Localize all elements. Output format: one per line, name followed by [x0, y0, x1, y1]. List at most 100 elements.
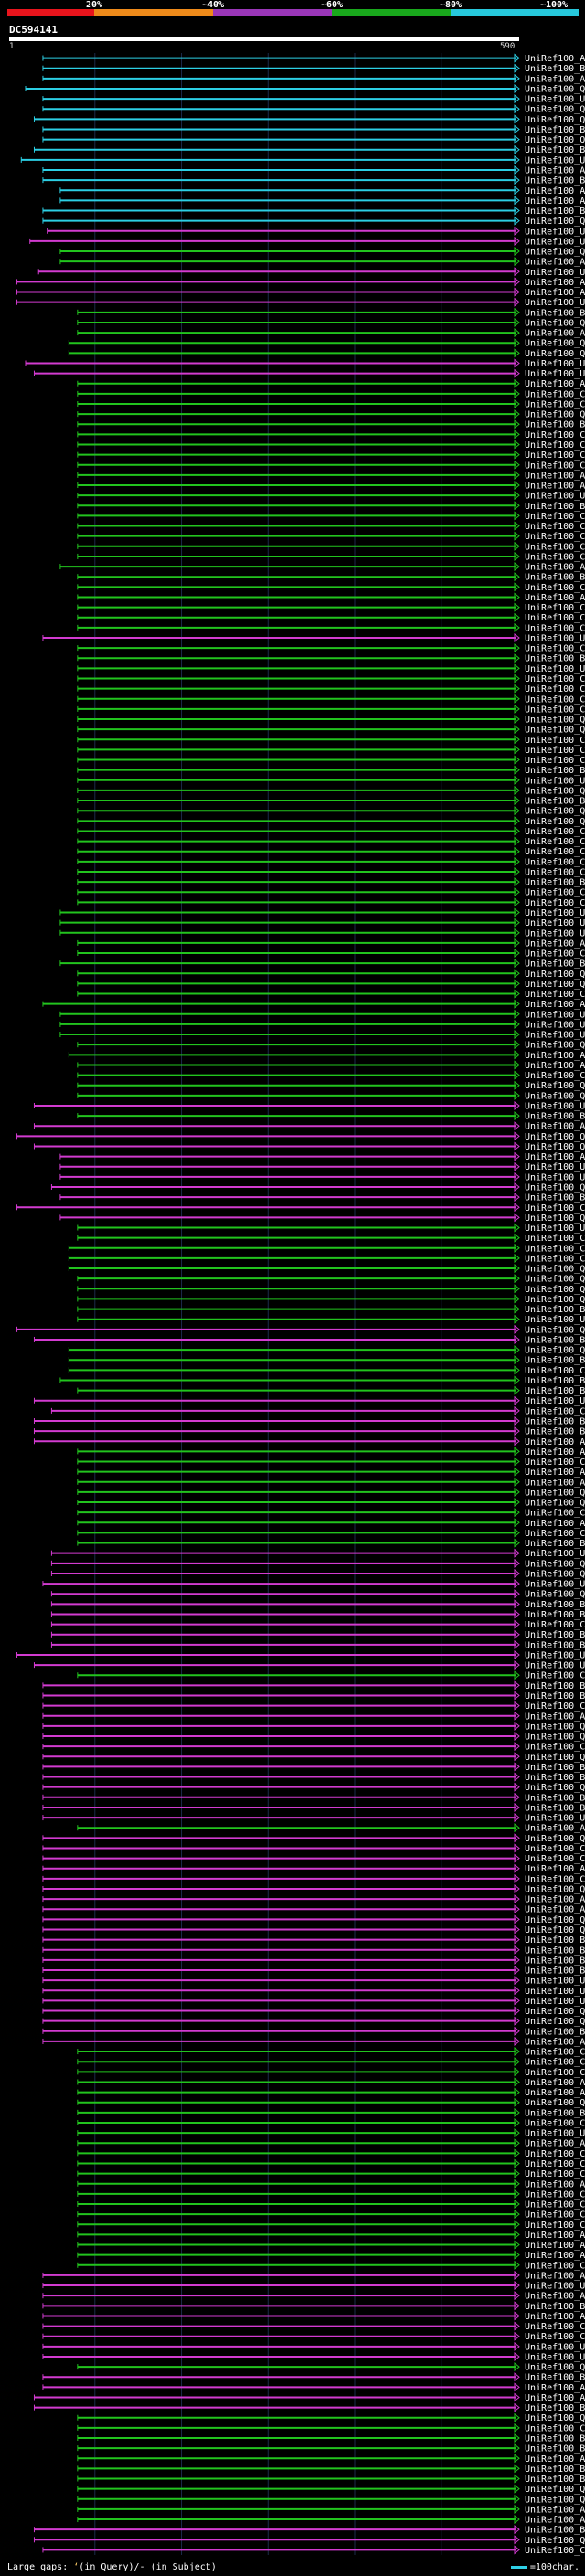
hit-row[interactable]: UniRef100_B7JNH7: [77, 796, 585, 807]
hit-label[interactable]: UniRef100_Q2N188: [525, 786, 585, 796]
hit-row[interactable]: UniRef100_C7JEY4: [77, 643, 585, 654]
hit-label[interactable]: UniRef100_Q81DR3: [525, 726, 585, 736]
hit-label[interactable]: UniRef100_Q13405: [525, 1295, 585, 1305]
hit-label[interactable]: UniRef100_B9TBM0: [525, 959, 585, 970]
hit-row[interactable]: UniRef100_A6T3F4: [77, 938, 585, 949]
hit-row[interactable]: UniRef100_Q9HHT7: [42, 1914, 585, 1925]
hit-row[interactable]: UniRef100_C0USL7: [77, 1233, 585, 1244]
hit-label[interactable]: UniRef100_Q1IV83: [525, 1559, 585, 1569]
hit-label[interactable]: UniRef100_UP1000..: [525, 155, 585, 165]
hit-row[interactable]: UniRef100_Q6WVV1: [42, 1731, 585, 1743]
hit-label[interactable]: UniRef100_C5Q9X2: [525, 1743, 585, 1753]
hit-row[interactable]: UniRef100_UP1000..: [33, 1100, 585, 1111]
hit-label[interactable]: UniRef100_Q9LX08: [525, 115, 585, 125]
hit-row[interactable]: UniRef100_UP1000..: [42, 2281, 585, 2292]
hit-label[interactable]: UniRef100_UP1000..: [525, 1101, 585, 1111]
hit-row[interactable]: UniRef100_C5Q9X2: [42, 1742, 585, 1753]
hit-label[interactable]: UniRef100_UP1000..: [525, 2342, 585, 2352]
hit-label[interactable]: UniRef100_Q1YGM5: [525, 1214, 585, 1224]
hit-label[interactable]: UniRef100_A3Q756: [525, 2241, 585, 2251]
hit-row[interactable]: UniRef100_C3I113: [77, 1670, 585, 1681]
hit-row[interactable]: UniRef100_UP1000..: [77, 663, 585, 674]
hit-row[interactable]: UniRef100_Q7NYZ1: [77, 1487, 585, 1498]
hit-row[interactable]: UniRef100_Q6SS13: [77, 2494, 585, 2505]
hit-label[interactable]: UniRef100_C3LJB5: [525, 898, 585, 908]
hit-row[interactable]: UniRef100_A2VE47: [59, 1151, 585, 1162]
hit-label[interactable]: UniRef100_UP1000..: [525, 1549, 585, 1559]
hit-row[interactable]: UniRef100_Q3EXQ7: [77, 816, 585, 827]
hit-label[interactable]: UniRef100_Q738L0: [525, 410, 585, 420]
hit-row[interactable]: UniRef100_A1SQN0: [42, 999, 585, 1010]
hit-label[interactable]: UniRef100_B5JPL2: [525, 2434, 585, 2444]
hit-row[interactable]: UniRef100_C3LJB5: [77, 897, 585, 908]
hit-label[interactable]: UniRef100_B9IZ29: [525, 420, 585, 430]
hit-label[interactable]: UniRef100_A2VE47: [525, 1152, 585, 1162]
hit-label[interactable]: UniRef100_A9EGU9: [525, 2393, 585, 2403]
hit-label[interactable]: UniRef100_A1SQN0: [525, 1000, 585, 1010]
hit-label[interactable]: UniRef100_C1L0E4: [525, 2058, 585, 2068]
hit-label[interactable]: UniRef100_Q2HJ73: [525, 2098, 585, 2108]
hit-row[interactable]: UniRef100_B4K4Q0: [42, 1945, 585, 1956]
hit-row[interactable]: UniRef100_C4MN40: [77, 551, 585, 562]
hit-row[interactable]: UniRef100_B9PMC1: [42, 1802, 585, 1813]
hit-row[interactable]: UniRef100_A3IAF9: [77, 2250, 585, 2261]
hit-label[interactable]: UniRef100_C3Q4B5: [525, 2332, 585, 2342]
hit-row[interactable]: UniRef100_A3SS13: [77, 2515, 585, 2526]
hit-label[interactable]: UniRef100_C1GHD0: [525, 2210, 585, 2221]
hit-label[interactable]: UniRef100_B2J6B1: [525, 2444, 585, 2454]
hit-label[interactable]: UniRef100_C2CTT3: [525, 1458, 585, 1468]
hit-label[interactable]: UniRef100_B4QY13: [525, 1630, 585, 1640]
hit-row[interactable]: UniRef100_Q8BBP1: [33, 1141, 585, 1152]
hit-row[interactable]: UniRef100_UP1000..: [47, 226, 585, 237]
hit-label[interactable]: UniRef100_A9SE02: [525, 186, 585, 196]
hit-row[interactable]: UniRef100_C2CTT3: [77, 1457, 585, 1468]
hit-label[interactable]: UniRef100_Q07P09: [525, 1783, 585, 1793]
hit-row[interactable]: UniRef100_A6NAV1: [77, 1518, 585, 1529]
hit-row[interactable]: UniRef100_C3ESZ1: [77, 622, 585, 633]
hit-label[interactable]: UniRef100_A5CRH4: [525, 379, 585, 389]
hit-row[interactable]: UniRef100_UP1000..: [42, 1579, 585, 1590]
hit-label[interactable]: UniRef100_A5UM15: [525, 288, 585, 298]
hit-row[interactable]: UniRef100_UP1000..: [59, 1171, 585, 1182]
hit-row[interactable]: UniRef100_A9HE55: [59, 257, 585, 268]
hit-label[interactable]: UniRef100_A6Q2H6: [525, 2088, 585, 2098]
hit-row[interactable]: UniRef100_A9KB77: [33, 1436, 585, 1447]
hit-label[interactable]: UniRef100_A9RFU4: [525, 196, 585, 207]
hit-label[interactable]: UniRef100_B4NHU1: [525, 1773, 585, 1783]
hit-row[interactable]: UniRef100_Q07P09: [42, 1782, 585, 1793]
hit-row[interactable]: UniRef100_A3VYK2: [42, 1904, 585, 1915]
hit-label[interactable]: UniRef100_Q5FIJ8: [525, 1081, 585, 1091]
hit-row[interactable]: UniRef100_A5CRH4: [77, 378, 585, 389]
hit-row[interactable]: UniRef100_Q9M4C6: [42, 216, 585, 227]
hit-row[interactable]: UniRef100_B9TBM0: [59, 959, 585, 970]
hit-row[interactable]: UniRef100_C2YRH7: [77, 440, 585, 451]
hit-row[interactable]: UniRef100_B6KE22: [77, 1538, 585, 1549]
hit-label[interactable]: UniRef100_UP1000..: [525, 776, 585, 786]
hit-row[interactable]: UniRef100_UP1000..: [59, 1009, 585, 1020]
hit-label[interactable]: UniRef100_C3A5N3: [525, 583, 585, 593]
hit-row[interactable]: UniRef100_B9Q7F8: [42, 1792, 585, 1803]
hit-label[interactable]: UniRef100_UP1000..: [525, 1020, 585, 1030]
hit-label[interactable]: UniRef100_C2CL28: [525, 1366, 585, 1376]
hit-label[interactable]: UniRef100_C5VB16: [525, 1620, 585, 1630]
hit-label[interactable]: UniRef100_A4VSR1: [525, 278, 585, 288]
hit-row[interactable]: UniRef100_Q4MU30: [77, 806, 585, 817]
hit-label[interactable]: UniRef100_Q1L299: [525, 2413, 585, 2423]
hit-label[interactable]: UniRef100_C2PEV7: [525, 451, 585, 461]
hit-label[interactable]: UniRef100_C3CEV9: [525, 694, 585, 705]
hit-row[interactable]: UniRef100_UP1000..: [77, 491, 585, 502]
hit-label[interactable]: UniRef100_A8TUM6: [525, 1478, 585, 1488]
hit-row[interactable]: UniRef100_A8TUM6: [77, 1477, 585, 1488]
hit-label[interactable]: UniRef100_A7GPH6: [525, 1864, 585, 1874]
hit-label[interactable]: UniRef100_B3QESB: [525, 1305, 585, 1315]
hit-row[interactable]: UniRef100_C2SJV4: [77, 602, 585, 613]
hit-label[interactable]: UniRef100_Q5VIE6-2: [525, 339, 585, 349]
hit-row[interactable]: UniRef100_UP1000..: [20, 154, 585, 165]
hit-label[interactable]: UniRef100_UP1000..: [525, 1650, 585, 1660]
hit-row[interactable]: UniRef100_B2SC74: [33, 2525, 585, 2536]
hit-row[interactable]: UniRef100_UP1000..: [59, 1030, 585, 1041]
hit-label[interactable]: UniRef100_C2SJV4: [525, 603, 585, 613]
hit-row[interactable]: UniRef100_B4FQL1: [42, 175, 585, 186]
hit-label[interactable]: UniRef100_C2WLI3: [525, 705, 585, 715]
hit-row[interactable]: UniRef100_B5GM84: [59, 1375, 585, 1386]
